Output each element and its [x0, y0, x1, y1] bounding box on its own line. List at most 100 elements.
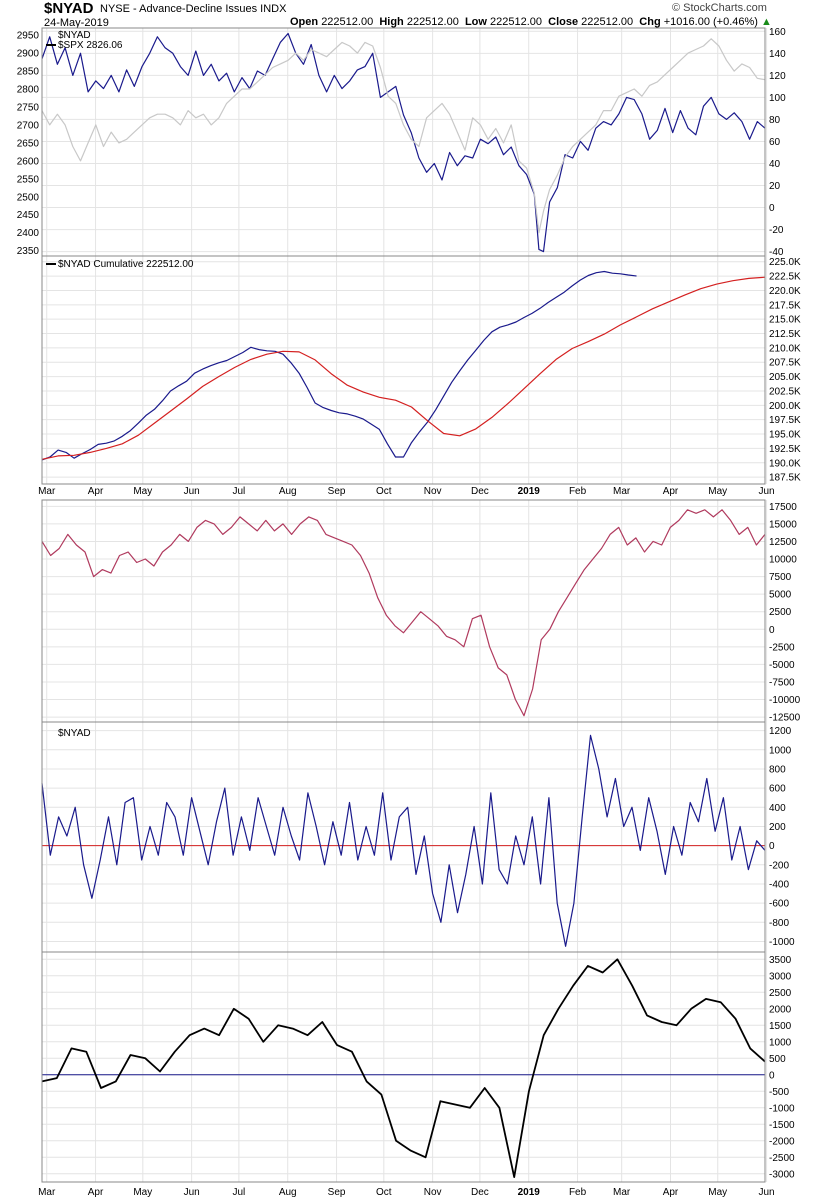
y-tick-right-3-2: -600 [769, 899, 789, 910]
panel-frame-2 [41, 499, 766, 723]
x-month-label-0-1: Apr [88, 486, 104, 497]
close-label: Close [548, 16, 579, 28]
y-tick-right-3-10: 1000 [769, 745, 792, 756]
open-value: 222512.00 [321, 16, 374, 28]
y-tick-right-0-9: 140 [769, 49, 786, 60]
x-month-label-1-1: Apr [88, 1187, 104, 1198]
y-tick-right-4-1: -2500 [769, 1153, 795, 1164]
y-tick-left-9: 2800 [17, 85, 40, 96]
y-tick-right-2-10: 12500 [769, 537, 797, 548]
chg-label: Chg [639, 16, 661, 28]
y-tick-right-3-8: 600 [769, 784, 786, 795]
y-tick-right-1-11: 215.0K [769, 315, 801, 326]
x-month-label-0-14: May [708, 486, 727, 497]
y-tick-right-4-8: 1000 [769, 1037, 792, 1048]
y-tick-right-2-4: -2500 [769, 642, 795, 653]
y-tick-left-11: 2900 [17, 49, 40, 60]
y-tick-right-1-8: 207.5K [769, 358, 801, 369]
y-tick-right-4-10: 2000 [769, 1004, 792, 1015]
ohlc-readout: Open 222512.00 High 222512.00 Low 222512… [290, 16, 772, 28]
y-tick-right-4-11: 2500 [769, 988, 792, 999]
y-tick-right-3-7: 400 [769, 803, 786, 814]
symbol-title: $NYAD [44, 0, 94, 17]
x-month-label-1-9: Dec [471, 1187, 489, 1198]
y-tick-right-3-6: 200 [769, 822, 786, 833]
low-label: Low [464, 16, 487, 28]
panel-frame-3 [41, 721, 766, 953]
y-tick-right-2-11: 15000 [769, 519, 797, 530]
x-month-label-0-5: Aug [279, 486, 297, 497]
y-tick-right-2-2: -7500 [769, 677, 795, 688]
x-month-label-0-9: Dec [471, 486, 489, 497]
x-month-label-0-7: Oct [376, 486, 392, 497]
legend-nyad-panel4: $NYAD [58, 728, 91, 739]
y-tick-right-0-5: 60 [769, 137, 781, 148]
y-tick-right-4-12: 3000 [769, 971, 792, 982]
x-month-label-1-4: Jul [232, 1187, 245, 1198]
y-tick-right-4-5: -500 [769, 1087, 789, 1098]
legend-spx: $SPX 2826.06 [58, 40, 123, 51]
y-tick-right-1-12: 217.5K [769, 300, 801, 311]
y-tick-left-1: 2400 [17, 228, 40, 239]
y-tick-left-10: 2850 [17, 67, 40, 78]
y-tick-right-3-4: -200 [769, 860, 789, 871]
x-month-label-1-3: Jun [184, 1187, 200, 1198]
y-tick-left-4: 2550 [17, 174, 40, 185]
y-tick-left-5: 2600 [17, 156, 40, 167]
x-month-label-0-10: 2019 [518, 486, 541, 497]
y-tick-right-1-6: 202.5K [769, 386, 801, 397]
y-tick-right-1-1: 190.0K [769, 458, 801, 469]
x-month-label-0-12: Mar [613, 486, 631, 497]
series-line-0-1 [41, 38, 766, 234]
y-tick-right-3-9: 800 [769, 764, 786, 775]
y-tick-right-1-15: 225.0K [769, 257, 801, 268]
panel-frame-1 [41, 255, 766, 485]
y-tick-right-3-1: -800 [769, 918, 789, 929]
chg-value: +1016.00 (+0.46%) [663, 16, 758, 28]
open-label: Open [290, 16, 319, 28]
y-tick-right-2-5: 0 [769, 625, 775, 636]
y-tick-right-1-14: 222.5K [769, 272, 801, 283]
y-tick-right-4-2: -2000 [769, 1136, 795, 1147]
legend-nyad: $NYAD [58, 30, 91, 41]
series-line-1-0 [41, 270, 637, 461]
panel-frame-0 [41, 27, 766, 257]
series-line-0-0 [41, 32, 766, 253]
series-line-4-0 [41, 958, 766, 1178]
stockcharts-watermark: © StockCharts.com [672, 2, 767, 14]
y-tick-right-1-10: 212.5K [769, 329, 801, 340]
x-month-label-1-7: Oct [376, 1187, 392, 1198]
y-tick-left-7: 2700 [17, 120, 40, 131]
series-line-1-1 [41, 276, 766, 460]
x-month-label-0-11: Feb [569, 486, 587, 497]
y-tick-right-4-9: 1500 [769, 1021, 792, 1032]
x-month-label-1-12: Mar [613, 1187, 631, 1198]
y-tick-left-8: 2750 [17, 102, 40, 113]
y-tick-left-0: 2350 [17, 246, 40, 257]
y-tick-left-12: 2950 [17, 31, 40, 42]
low-value: 222512.00 [490, 16, 543, 28]
x-month-label-1-14: May [708, 1187, 727, 1198]
x-month-label-1-2: May [133, 1187, 152, 1198]
y-tick-right-2-6: 2500 [769, 607, 792, 618]
y-tick-right-0-4: 40 [769, 159, 781, 170]
y-tick-right-3-5: 0 [769, 841, 775, 852]
y-tick-right-1-2: 192.5K [769, 444, 801, 455]
x-month-label-0-2: May [133, 486, 152, 497]
legend-cumulative: $NYAD Cumulative 222512.00 [58, 259, 194, 270]
chart-date: 24-May-2019 [44, 17, 109, 29]
series-line-2-0 [41, 509, 766, 717]
x-month-label-1-8: Nov [424, 1187, 442, 1198]
y-tick-right-0-10: 160 [769, 27, 786, 38]
y-tick-right-3-3: -400 [769, 879, 789, 890]
x-month-label-1-13: Apr [663, 1187, 679, 1198]
y-tick-left-3: 2500 [17, 192, 40, 203]
x-month-label-1-5: Aug [279, 1187, 297, 1198]
y-tick-right-2-8: 7500 [769, 572, 792, 583]
y-tick-right-4-6: 0 [769, 1070, 775, 1081]
y-tick-right-4-0: -3000 [769, 1169, 795, 1180]
y-tick-right-2-9: 10000 [769, 555, 797, 566]
y-tick-right-1-0: 187.5K [769, 473, 801, 484]
symbol-description: NYSE - Advance-Decline Issues INDX [100, 3, 287, 15]
panel-frame-4 [41, 951, 766, 1183]
